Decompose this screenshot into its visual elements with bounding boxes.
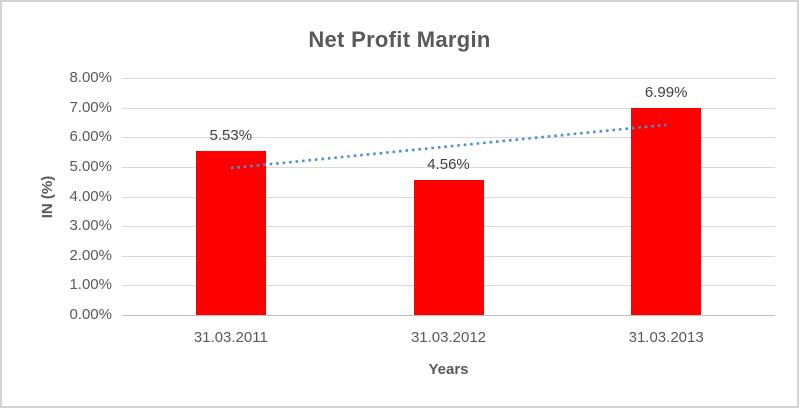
y-axis-tick-label: 5.00% [69,157,112,175]
x-axis-tick-label: 31.03.2013 [628,329,704,346]
bar-31.03.2011 [195,151,266,315]
y-axis-tick-label: 4.00% [69,187,112,205]
y-axis-tick-label: 2.00% [69,246,112,264]
y-axis-tick-label: 6.00% [69,128,112,146]
x-axis-line [122,315,775,316]
y-axis-tick-label: 8.00% [69,69,112,86]
data-label: 6.99% [644,83,688,101]
plot-area: 5.53% 4.56% 6.99% [122,78,775,316]
data-label: 4.56% [427,155,470,173]
data-label: 5.53% [209,127,253,145]
bar-31.03.2013 [631,107,702,315]
x-axis-tick-label: 31.03.2012 [410,329,487,346]
y-axis-tick-label: 7.00% [69,98,112,116]
gridline [122,107,775,109]
y-axis-tick-label: 0.00% [69,306,112,323]
gridline [122,78,775,79]
gridline [122,166,775,168]
y-axis-tick-label: 1.00% [69,276,112,294]
trendline-line [230,123,667,170]
chart-title: Net Profit Margin [308,27,491,52]
bar-31.03.2012 [413,179,484,315]
x-axis-tick-label: 31.03.2011 [193,329,268,346]
x-axis-title: Years [428,361,469,378]
gridline [122,137,775,139]
y-axis-tick-label: 3.00% [69,217,112,235]
trendline [230,123,667,170]
